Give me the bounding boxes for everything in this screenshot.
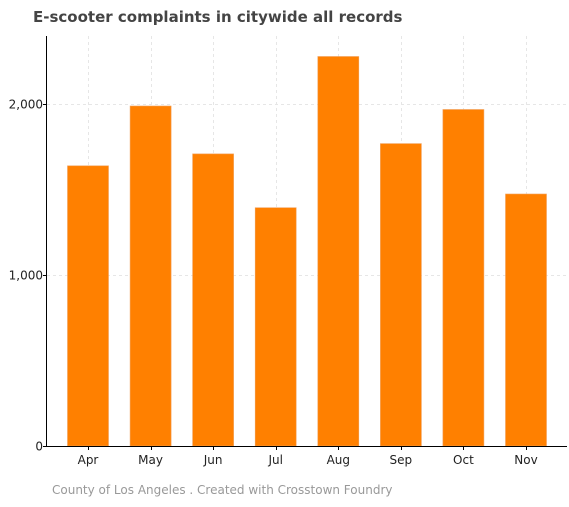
x-tick-label: Jul [267, 453, 282, 467]
bar-aug [317, 56, 360, 447]
bar-sep [380, 143, 422, 447]
x-tick-label: Aug [327, 453, 350, 467]
source-caption: County of Los Angeles . Created with Cro… [52, 483, 393, 497]
bar-jun [192, 153, 234, 447]
bar-apr [67, 165, 109, 447]
x-tick-label: May [138, 453, 163, 467]
chart-title: E-scooter complaints in citywide all rec… [33, 8, 403, 26]
x-tick-label: Jun [203, 453, 223, 467]
y-axis-ticks: 0 1,000 2,000 [9, 98, 47, 454]
y-tick-label: 1,000 [9, 269, 43, 283]
x-axis-ticks: Apr May Jun Jul Aug Sep Oct Nov [78, 446, 538, 467]
y-tick-label: 2,000 [9, 98, 43, 112]
grid-lines [47, 36, 567, 446]
y-tick-label: 0 [35, 440, 43, 454]
bars [67, 56, 547, 447]
bar-may [129, 105, 172, 447]
axes [46, 36, 567, 447]
bar-oct [442, 109, 485, 447]
x-tick-label: Oct [453, 453, 474, 467]
x-tick-label: Sep [390, 453, 413, 467]
bar-jul [254, 207, 297, 447]
x-tick-label: Apr [78, 453, 99, 467]
bar-nov [505, 193, 547, 447]
x-tick-label: Nov [514, 453, 537, 467]
